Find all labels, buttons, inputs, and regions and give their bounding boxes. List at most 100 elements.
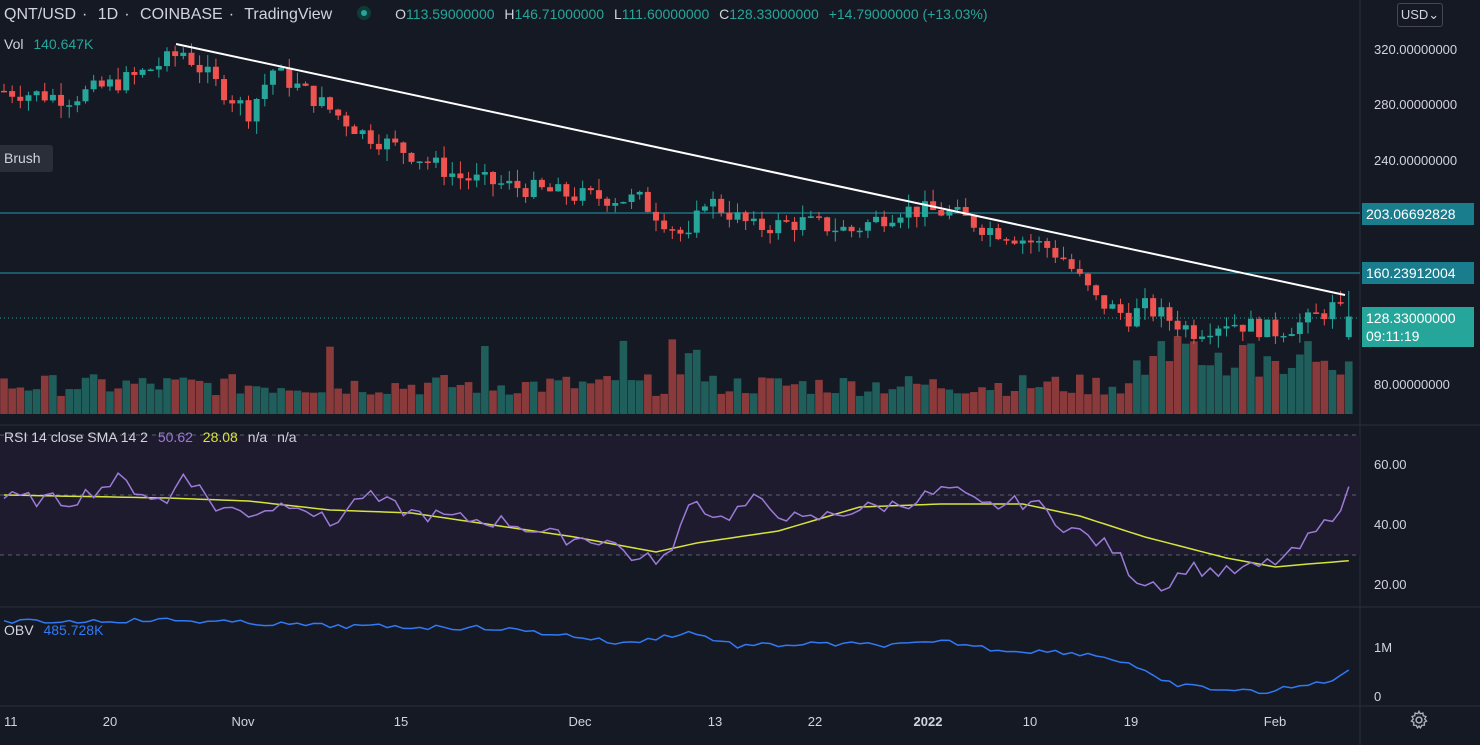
candle-body[interactable] (799, 217, 806, 231)
time-axis[interactable]: 11 20 Nov 15 Dec 13 22 2022 10 19 Feb (4, 714, 1286, 729)
candle-body[interactable] (17, 96, 24, 101)
candle-body[interactable] (90, 80, 97, 90)
volume-legend[interactable]: Vol 140.647K (4, 36, 99, 52)
candle-body[interactable] (1109, 304, 1116, 309)
candle-body[interactable] (905, 206, 912, 218)
candle-body[interactable] (514, 180, 521, 189)
candle-body[interactable] (897, 217, 904, 223)
candle-body[interactable] (424, 161, 431, 163)
candle-body[interactable] (253, 99, 260, 122)
candle-body[interactable] (710, 198, 717, 207)
candle-body[interactable] (701, 206, 708, 211)
candle-body[interactable] (563, 184, 570, 197)
candle-body[interactable] (245, 100, 252, 122)
candle-body[interactable] (302, 83, 309, 86)
candle-body[interactable] (367, 130, 374, 144)
candle-body[interactable] (921, 201, 928, 217)
candle-body[interactable] (538, 179, 545, 188)
candle-body[interactable] (1256, 318, 1263, 338)
candle-body[interactable] (441, 157, 448, 177)
candle-body[interactable] (1182, 325, 1189, 330)
candle-body[interactable] (987, 228, 994, 235)
candle-body[interactable] (9, 91, 16, 97)
candle-body[interactable] (661, 220, 668, 230)
candle-body[interactable] (1068, 259, 1075, 269)
candle-body[interactable] (1093, 285, 1100, 296)
candle-body[interactable] (1321, 313, 1328, 320)
candle-body[interactable] (221, 79, 228, 101)
candle-body[interactable] (1036, 241, 1043, 243)
candle-body[interactable] (1313, 312, 1320, 314)
candle-body[interactable] (644, 191, 651, 212)
candle-body[interactable] (1337, 302, 1344, 304)
candle-body[interactable] (547, 187, 554, 192)
candle-body[interactable] (612, 203, 619, 206)
rsi-legend[interactable]: RSI 14 close SMA 14 2 50.62 28.08 n/a n/… (4, 429, 303, 445)
candle-body[interactable] (82, 89, 89, 102)
candle-body[interactable] (180, 52, 187, 57)
candle-body[interactable] (49, 94, 56, 101)
candle-body[interactable] (881, 216, 888, 227)
candle-body[interactable] (1060, 257, 1067, 260)
candle-body[interactable] (1125, 312, 1132, 327)
candle-body[interactable] (237, 100, 244, 104)
candle-body[interactable] (147, 69, 154, 72)
candle-body[interactable] (913, 206, 920, 217)
candlesticks[interactable] (1, 43, 1352, 348)
symbol-legend[interactable]: QNT/USD · 1D · COINBASE · TradingView O113.… (4, 5, 1000, 24)
candle-body[interactable] (1150, 298, 1157, 317)
candle-body[interactable] (1117, 304, 1124, 313)
candle-body[interactable] (938, 210, 945, 216)
candle-body[interactable] (188, 52, 195, 65)
candle-body[interactable] (1272, 319, 1279, 337)
candle-body[interactable] (286, 67, 293, 88)
candle-body[interactable] (1133, 308, 1140, 327)
candle-body[interactable] (375, 143, 382, 150)
candle-body[interactable] (767, 229, 774, 234)
candle-body[interactable] (620, 202, 627, 204)
candle-body[interactable] (653, 211, 659, 221)
candle-body[interactable] (498, 183, 505, 185)
candle-body[interactable] (889, 222, 896, 227)
brush-tool-button[interactable]: Brush (0, 145, 53, 172)
candle-body[interactable] (1174, 320, 1181, 330)
candle-body[interactable] (1247, 318, 1254, 332)
candle-body[interactable] (1076, 268, 1083, 274)
candle-body[interactable] (473, 174, 480, 181)
candle-body[interactable] (327, 97, 333, 110)
candle-body[interactable] (310, 85, 317, 107)
candle-body[interactable] (74, 101, 81, 106)
candle-body[interactable] (856, 230, 863, 233)
candle-body[interactable] (294, 83, 301, 88)
candle-body[interactable] (212, 66, 219, 80)
candle-body[interactable] (392, 138, 399, 143)
candle-body[interactable] (832, 230, 839, 233)
candle-body[interactable] (840, 226, 847, 231)
candle-body[interactable] (604, 198, 611, 206)
candle-body[interactable] (775, 220, 782, 234)
candle-body[interactable] (335, 109, 342, 116)
candle-body[interactable] (490, 172, 496, 185)
candle-body[interactable] (530, 179, 537, 197)
candle-body[interactable] (269, 70, 276, 85)
candle-body[interactable] (824, 217, 831, 232)
candle-body[interactable] (571, 196, 578, 201)
candle-body[interactable] (261, 84, 268, 100)
gear-icon[interactable] (1408, 709, 1430, 731)
candle-body[interactable] (1215, 328, 1222, 336)
candle-body[interactable] (791, 221, 798, 231)
candle-body[interactable] (1345, 316, 1352, 338)
currency-selector[interactable]: USD⌄ (1397, 3, 1443, 27)
candle-body[interactable] (1027, 240, 1034, 243)
candle-body[interactable] (1052, 247, 1059, 258)
price-label-203[interactable]: 203.06692828 (1362, 203, 1474, 225)
candle-body[interactable] (164, 51, 170, 67)
symbol-interval[interactable]: 1D (97, 6, 119, 23)
obv-legend[interactable]: OBV 485.728K (4, 622, 109, 638)
candle-body[interactable] (432, 157, 439, 163)
candle-body[interactable] (98, 80, 105, 87)
candle-body[interactable] (318, 97, 325, 107)
candle-body[interactable] (1019, 240, 1026, 244)
candle-body[interactable] (1, 90, 7, 93)
